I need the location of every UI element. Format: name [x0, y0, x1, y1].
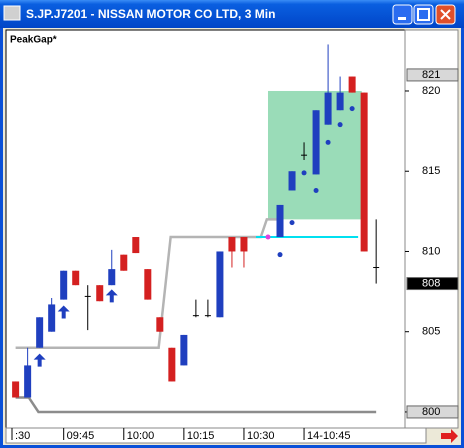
price-marker-box	[406, 68, 459, 82]
candle-body	[48, 304, 56, 332]
signal-dot	[325, 139, 331, 145]
indicator-label: PeakGap*	[10, 35, 57, 46]
close-icon	[440, 9, 451, 20]
candle-body	[348, 76, 356, 93]
maximize-button[interactable]	[413, 4, 434, 25]
candle-body	[180, 334, 188, 366]
plot-area	[5, 29, 406, 429]
title-bar	[0, 0, 464, 28]
indicator-line	[15, 218, 279, 350]
candle-body	[168, 347, 176, 382]
y-tick-label: 820	[422, 85, 440, 97]
candle-body	[24, 365, 32, 398]
candle-body	[96, 285, 104, 302]
signal-dot	[313, 187, 319, 193]
candle-body	[276, 204, 284, 238]
signal-arrow	[105, 289, 118, 303]
price-marker-box	[406, 405, 459, 419]
signal-arrow	[57, 305, 70, 319]
plot-marks	[12, 44, 380, 414]
x-tick-label: 10:15	[187, 430, 215, 442]
candle-body	[216, 251, 224, 318]
x-tick-label: 09:45	[67, 430, 95, 442]
window-title: S.JP.J7201 - NISSAN MOTOR CO LTD, 3 Min	[26, 7, 275, 21]
minimize-icon	[398, 17, 406, 20]
app-icon	[3, 5, 21, 21]
candle-body	[132, 237, 140, 254]
x-tick-label: :30	[15, 430, 30, 442]
candle-body	[12, 381, 20, 398]
cross-dot	[265, 234, 271, 240]
minimize-button[interactable]	[392, 4, 413, 25]
candle-body	[312, 110, 320, 175]
signal-dot	[289, 220, 295, 226]
x-tick-label: 14-10:45	[307, 430, 350, 442]
candle-body	[36, 317, 44, 348]
signal-dot	[349, 106, 355, 112]
x-tick-label: 10:30	[247, 430, 275, 442]
candle-body	[336, 92, 344, 111]
maximize-icon	[417, 8, 430, 21]
signal-arrow	[33, 353, 46, 367]
candle-body	[228, 237, 236, 252]
price-marker-label: 821	[422, 69, 440, 81]
y-tick-label: 815	[422, 165, 440, 177]
signal-dot	[277, 252, 283, 258]
candle-body	[120, 254, 128, 271]
y-tick-label: 810	[422, 245, 440, 257]
y-tick-label: 805	[422, 326, 440, 338]
price-marker-label: 800	[422, 406, 440, 418]
price-axis	[404, 29, 459, 429]
candle-body	[108, 269, 116, 286]
candle-body	[240, 237, 248, 252]
candle-body	[144, 269, 152, 300]
candle-body	[324, 92, 332, 125]
candle-body	[60, 270, 68, 300]
signal-dot	[301, 170, 307, 176]
scroll-arrow[interactable]	[441, 429, 458, 443]
price-marker-box	[406, 277, 459, 291]
x-tick-label: 10:00	[127, 430, 155, 442]
candle-body	[288, 171, 296, 191]
price-marker-label: 808	[422, 277, 440, 289]
signal-dot	[337, 122, 343, 128]
candle-body	[360, 92, 368, 252]
indicator-line	[15, 396, 377, 414]
time-axis	[5, 427, 427, 444]
candle-body	[156, 317, 164, 332]
candle-body	[72, 270, 80, 286]
